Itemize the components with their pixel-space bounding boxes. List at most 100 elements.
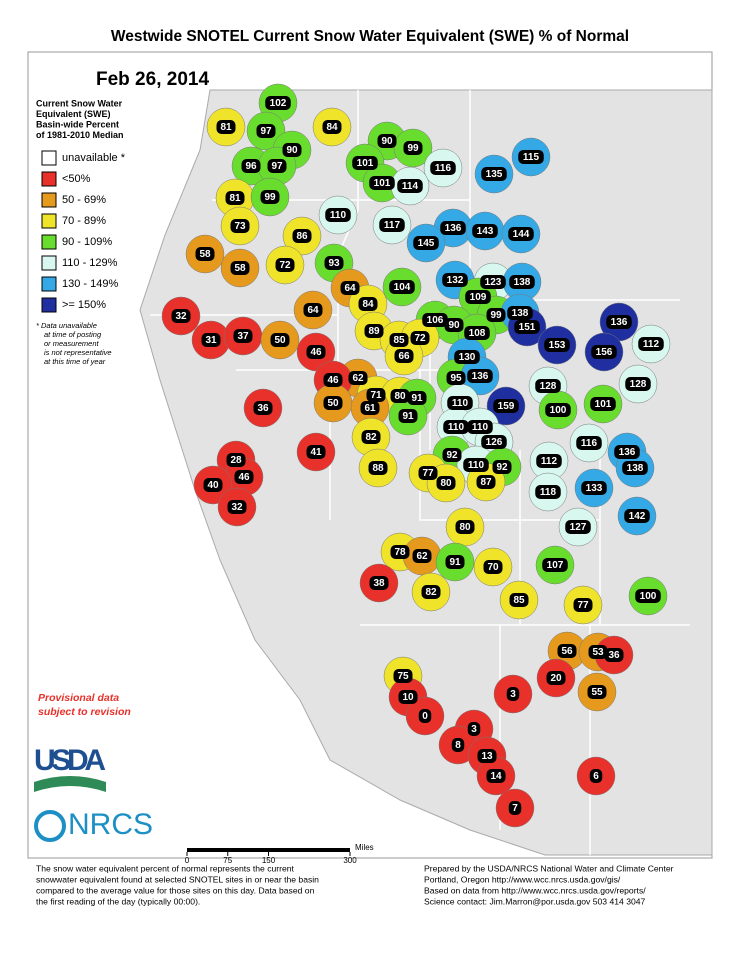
- basin-label: 112: [643, 339, 660, 350]
- legend-label: 50 - 69%: [62, 194, 106, 206]
- basin-label-box: [256, 124, 276, 138]
- basin-label-box: [581, 481, 607, 495]
- basin-label-box: [463, 458, 489, 472]
- footer: The snow water equivalent percent of nor…: [36, 863, 674, 906]
- basin-label: 84: [362, 299, 374, 310]
- basin-label: 13: [481, 751, 493, 762]
- provisional-note: subject to revision: [38, 706, 131, 718]
- basin-label-box: [195, 247, 215, 261]
- basin-label-box: [422, 313, 448, 327]
- basin-label: 91: [402, 411, 414, 422]
- footer-right: Based on data from http://www.wcc.nrcs.u…: [424, 885, 646, 895]
- basin-label: 80: [459, 522, 471, 533]
- basin-label-box: [442, 273, 468, 287]
- legend-heading: Current Snow Water: [36, 98, 123, 108]
- basin-label-box: [467, 722, 481, 736]
- footer-left: the first reading of the day (typically …: [36, 896, 200, 906]
- basin-label: 20: [550, 673, 562, 684]
- basin-label-box: [477, 749, 497, 763]
- basin-label-box: [358, 297, 378, 311]
- title: Westwide SNOTEL Current Snow Water Equiv…: [111, 28, 629, 45]
- basin-label-box: [573, 598, 593, 612]
- basin-label-box: [506, 687, 520, 701]
- basin-label: 100: [550, 405, 567, 416]
- basin-label-box: [509, 593, 529, 607]
- basin-label: 92: [446, 450, 458, 461]
- basin-label: 123: [485, 277, 502, 288]
- scale-tick-label: 75: [223, 856, 232, 865]
- basin-label: 70: [487, 562, 499, 573]
- basin-label: 40: [207, 480, 219, 491]
- basin-label: 72: [414, 333, 426, 344]
- basin-label-box: [545, 403, 571, 417]
- basin-label: 91: [411, 393, 423, 404]
- basin-label-box: [465, 290, 491, 304]
- basin-label: 71: [370, 390, 382, 401]
- legend-label: 130 - 149%: [62, 278, 118, 290]
- basin-label: 138: [627, 463, 644, 474]
- basin-label-box: [614, 445, 640, 459]
- basin-label-box: [171, 309, 191, 323]
- basin-label: 99: [407, 143, 419, 154]
- basin-label-box: [323, 396, 343, 410]
- basin-label-box: [443, 420, 469, 434]
- basin-label-box: [397, 179, 423, 193]
- basin-label: 72: [279, 260, 291, 271]
- scale-unit: Miles: [355, 843, 374, 852]
- basin-label-box: [508, 227, 534, 241]
- basin-label-box: [587, 685, 607, 699]
- basin-label-box: [265, 96, 291, 110]
- basin-label: 110: [452, 398, 469, 409]
- basin-label-box: [352, 156, 378, 170]
- basin-label-box: [323, 373, 343, 387]
- basin-label-box: [481, 435, 507, 449]
- basin-label: 153: [549, 340, 566, 351]
- basin-label-box: [203, 478, 223, 492]
- basin-label-box: [589, 769, 603, 783]
- basin-label: 143: [477, 226, 494, 237]
- basin-label: 73: [234, 221, 246, 232]
- basin-label: 91: [449, 557, 461, 568]
- legend-label: 110 - 129%: [62, 257, 118, 269]
- basin-label-box: [455, 520, 475, 534]
- basin-label: 112: [541, 456, 558, 467]
- basin-label-box: [509, 275, 535, 289]
- basin-label: 117: [384, 220, 401, 231]
- basin-label-box: [412, 549, 432, 563]
- basin-label: 99: [264, 192, 276, 203]
- basin-label-box: [508, 801, 522, 815]
- basin-label-box: [606, 315, 632, 329]
- basin-label-box: [216, 120, 236, 134]
- basin-label: 58: [199, 249, 211, 260]
- basin-label-box: [282, 143, 302, 157]
- basin-label-box: [390, 389, 410, 403]
- basin-label: 84: [326, 122, 338, 133]
- basin-label-box: [413, 236, 439, 250]
- footer-right: Science contact: Jim.Marron@por.usda.gov…: [424, 896, 646, 906]
- basin-label: 101: [374, 178, 391, 189]
- basin-label: 90: [448, 320, 460, 331]
- basin-label-box: [535, 379, 561, 393]
- basin-label: 46: [238, 472, 250, 483]
- legend-swatch: [41, 234, 57, 250]
- basin-label: 46: [327, 375, 339, 386]
- basin-label: 28: [230, 455, 242, 466]
- basin-label: 107: [547, 560, 564, 571]
- basin-label: 86: [296, 231, 308, 242]
- basin-label-box: [436, 476, 456, 490]
- basin-label-box: [227, 500, 247, 514]
- basin-label: 95: [450, 373, 462, 384]
- usda-swoosh: [34, 776, 106, 792]
- basin-label: 159: [498, 401, 515, 412]
- basin-label: 64: [307, 305, 319, 316]
- legend-swatch: [41, 297, 57, 313]
- legend-swatch: [41, 150, 57, 166]
- basin-label: 55: [591, 687, 603, 698]
- basin-label: 127: [570, 522, 587, 533]
- basin-label-box: [322, 120, 342, 134]
- basin-label-box: [201, 333, 221, 347]
- basin-label-box: [393, 669, 413, 683]
- basin-label-box: [493, 399, 519, 413]
